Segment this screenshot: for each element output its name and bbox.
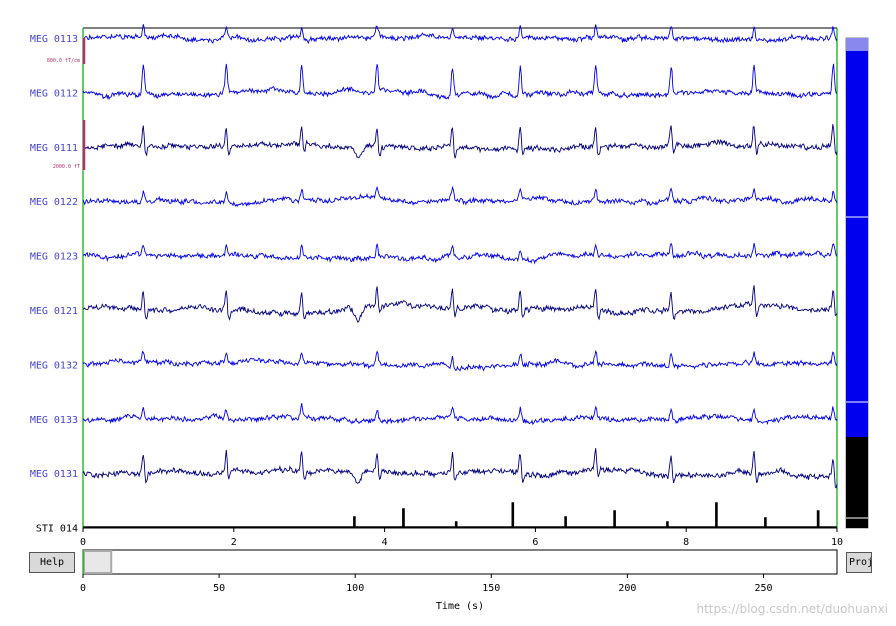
channel-trace [82,403,838,426]
channel-label[interactable]: MEG 0133 [30,415,78,426]
time-tick-label: 2 [231,537,237,548]
time-overview-window-handle[interactable] [83,550,113,574]
channel-traces [82,24,838,528]
overview-tick-label: 50 [213,583,225,594]
overview-tick-label: 100 [346,583,364,594]
scale-bar-label: 2000.0 fT [53,164,80,170]
channel-scrollbar[interactable] [845,37,869,529]
time-axis: 0 2 4 6 8 10 [80,528,843,548]
time-tick-label: 8 [683,537,689,548]
scale-bars: 800.0 fT/cm 2000.0 fT [47,38,86,170]
channel-label[interactable]: MEG 0111 [30,143,78,154]
proj-button[interactable]: Proj [846,552,872,573]
overview-axis-xlabel: Time (s) [436,601,484,612]
channel-trace [82,285,838,323]
channel-trace [82,448,838,489]
scrollbar-stripe-stim [846,437,868,528]
time-overview-bar[interactable] [82,549,838,575]
overview-tick-label: 200 [618,583,636,594]
channel-trace [82,185,838,208]
channel-scrollbar-stripes [846,51,868,528]
overview-tick-label: 0 [80,583,86,594]
channel-trace [82,63,838,101]
channel-trace [82,24,838,45]
channel-label[interactable]: MEG 0112 [30,88,78,99]
channel-label[interactable]: MEG 0113 [30,34,78,45]
channel-label[interactable]: MEG 0132 [30,360,78,371]
channel-label[interactable]: STI 014 [36,524,78,535]
time-tick-label: 0 [80,537,86,548]
trace-area-background [83,28,837,528]
overview-tick-label: 150 [482,583,500,594]
channel-label[interactable]: MEG 0123 [30,252,78,263]
channel-trace [82,349,838,372]
watermark-text: https://blog.csdn.net/duohuanxi [696,602,888,616]
channel-label[interactable]: MEG 0122 [30,197,78,208]
channel-trace [82,124,838,159]
channel-label[interactable]: MEG 0121 [30,306,78,317]
scale-bar-label: 800.0 fT/cm [47,58,80,64]
channel-trace [83,502,837,528]
channel-trace [82,242,838,265]
channel-labels: MEG 0113 MEG 0112 MEG 0111 MEG 0122 MEG 0123… [30,34,78,535]
help-button[interactable]: Help [29,552,75,573]
channel-scrollbar-thumb[interactable] [846,38,868,51]
time-tick-label: 10 [831,537,843,548]
scrollbar-stripe-grad [846,51,868,437]
overview-tick-label: 250 [754,583,772,594]
overview-axis: 0 50 100 150 200 250 [80,574,773,594]
time-tick-label: 4 [382,537,388,548]
time-tick-label: 6 [532,537,538,548]
channel-label[interactable]: MEG 0131 [30,469,78,480]
